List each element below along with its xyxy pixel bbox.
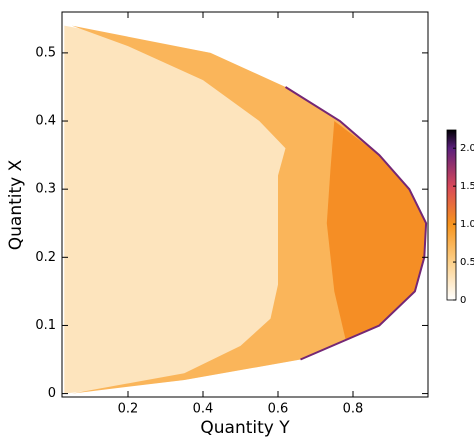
colorbar-tick-label: 1.5 — [460, 181, 474, 192]
x-tick-label: 0.4 — [193, 402, 214, 417]
y-tick-label: 0.2 — [35, 250, 56, 265]
x-tick-label: 0.8 — [343, 402, 364, 417]
x-tick-label: 0.6 — [268, 402, 289, 417]
density-edge — [284, 86, 428, 361]
y-tick-label: 0.4 — [35, 114, 56, 129]
x-axis-label: Quantity Y — [200, 418, 290, 438]
y-tick-label: 0.1 — [35, 318, 56, 333]
colorbar-tick-label: 2.0 — [460, 143, 474, 154]
density-region — [326, 121, 427, 340]
y-tick-label: 0.5 — [35, 45, 56, 60]
y-tick-label: 0 — [48, 386, 56, 401]
colorbar-tick-label: 0 — [460, 295, 466, 306]
colorbar-tick-label: 0.5 — [460, 257, 474, 268]
y-axis-label: Quantity X — [6, 159, 26, 250]
x-tick-label: 0.2 — [118, 402, 139, 417]
plot-frame — [61, 11, 429, 398]
colorbar-tick-label: 1.0 — [460, 219, 474, 230]
colorbar — [446, 129, 457, 301]
y-tick-label: 0.3 — [35, 182, 56, 197]
